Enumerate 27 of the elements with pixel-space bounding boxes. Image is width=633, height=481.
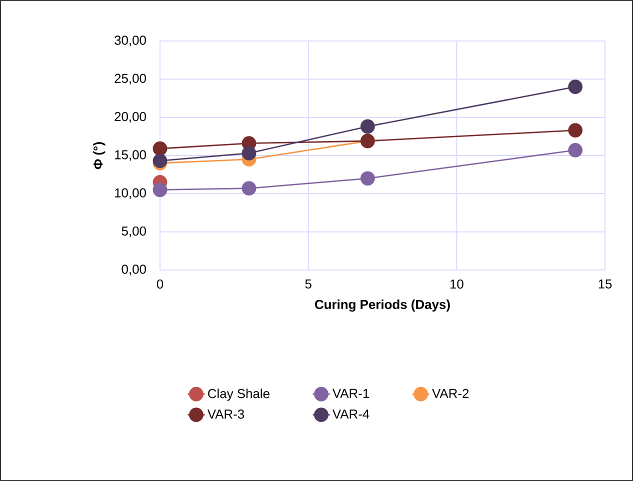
x-tick-label: 10 bbox=[450, 280, 464, 289]
y-tick-label: 20,00 bbox=[114, 112, 146, 123]
y-tick-label: 25,00 bbox=[114, 74, 146, 85]
y-tick-label: 0,00 bbox=[122, 264, 146, 276]
point bbox=[568, 123, 583, 138]
point bbox=[568, 142, 583, 158]
x-tick-label: 15 bbox=[598, 280, 612, 289]
legend-label: VAR-2 bbox=[432, 388, 469, 398]
point bbox=[242, 181, 256, 196]
point bbox=[360, 119, 375, 134]
point bbox=[152, 141, 168, 156]
legend-label: Clay Shale bbox=[208, 388, 270, 401]
y-tick-label: 5,00 bbox=[122, 226, 146, 238]
x-tick-label: 0 bbox=[156, 280, 164, 289]
point bbox=[568, 80, 583, 94]
point bbox=[360, 171, 375, 186]
legend-label: VAR-3 bbox=[207, 410, 244, 419]
legend-label: VAR-1 bbox=[332, 388, 369, 398]
y-tick-label: 30,00 bbox=[114, 36, 146, 46]
x-tick-label: 5 bbox=[305, 280, 312, 289]
y-tick-label: 10,00 bbox=[115, 188, 146, 200]
y-tick-label: 15,00 bbox=[115, 150, 146, 161]
point bbox=[152, 182, 168, 198]
legend-label: VAR-4 bbox=[332, 410, 370, 419]
y-axis-title: Φ (°) bbox=[93, 142, 106, 170]
point bbox=[242, 146, 256, 160]
x-axis-title: Curing Periods (Days) bbox=[315, 300, 450, 312]
